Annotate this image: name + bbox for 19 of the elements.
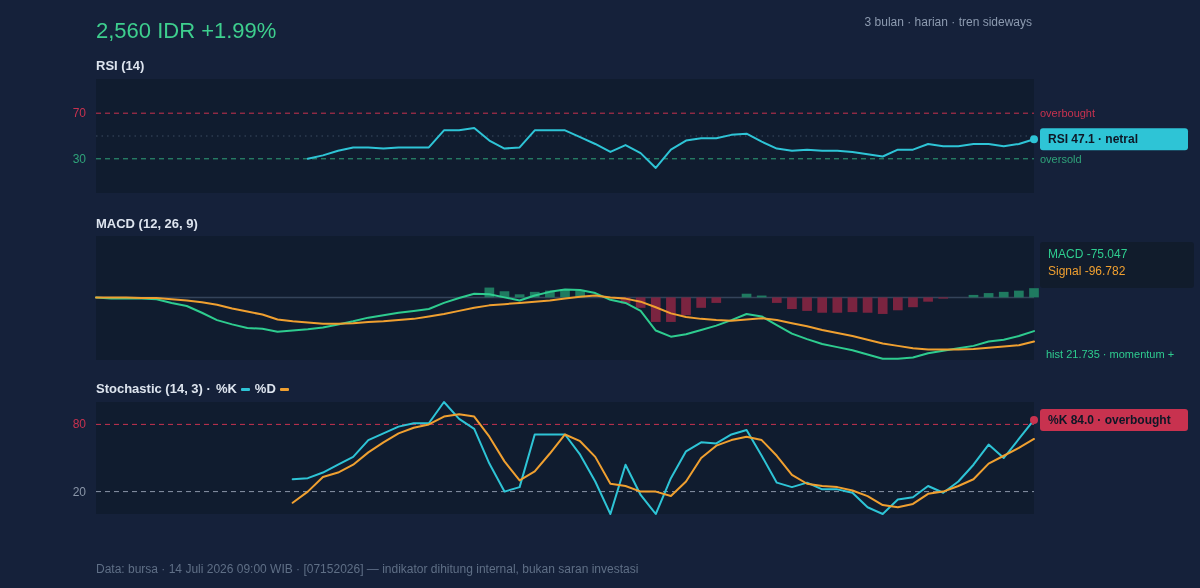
y-tick-label: 20 [72,484,87,499]
ref-line-label: overbought [1040,107,1096,120]
y-tick-label: 80 [72,417,87,432]
text: RSI 47.1 · netral [1048,132,1139,147]
y-tick-label: 30 [72,151,87,166]
text: Data: bursa · 14 Juli 2026 09:00 WIB · [07152026] — indikator dihitung internal, bukan saran investasi [96,562,639,576]
chart-title: MACD (12, 26, 9) [96,216,198,232]
text: %K 84.0 · overbought [1048,412,1171,427]
text: MACD -75.047 [1048,247,1128,261]
text: 2,560 IDR +1.99% [96,18,277,43]
text: Signal -96.782 [1048,264,1126,278]
legend-label: %D [254,381,276,397]
text: hist 21.735 · momentum + [1046,348,1175,360]
ref-line-label: oversold [1040,152,1082,165]
chart-title: RSI (14) [96,58,145,74]
text: 3 bulan · harian · tren sideways [864,15,1032,29]
chart-title: Stochastic (14, 3) · [96,381,211,397]
legend-label: %K [215,381,237,397]
y-tick-label: 70 [72,106,87,121]
